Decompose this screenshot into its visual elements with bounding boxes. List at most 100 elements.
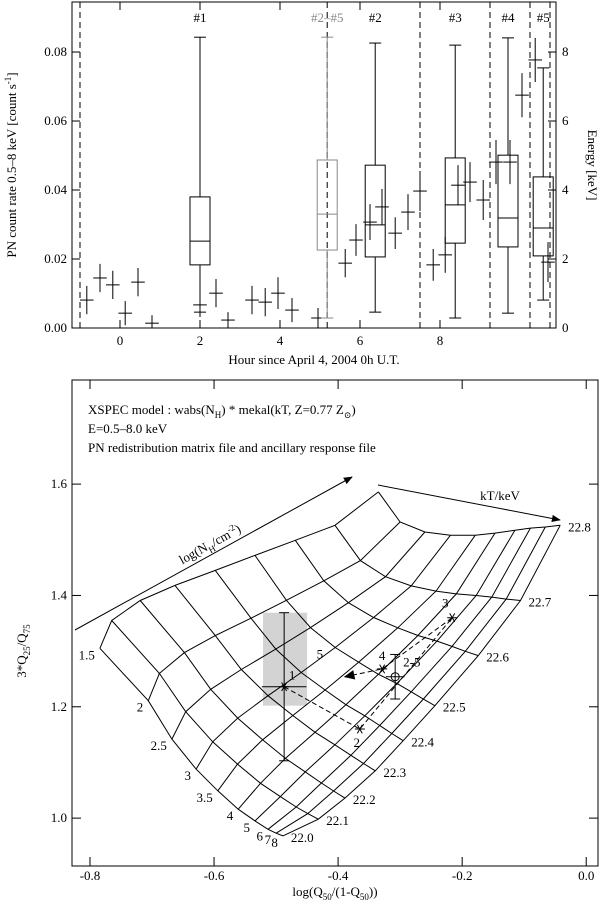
point-star	[447, 613, 458, 623]
box	[444, 157, 466, 244]
nh-mesh-line	[111, 620, 319, 820]
box-label: #4	[502, 10, 516, 25]
nh-label: 22.8	[568, 519, 591, 534]
x-tick-label: 8	[437, 333, 444, 348]
annotation: E=0.5–8.0 keV	[88, 421, 168, 436]
track-line	[283, 617, 453, 730]
label-part: PN redistribution matrix file and ancill…	[88, 440, 376, 455]
label-part: XSPEC model : wabs(N	[88, 402, 215, 417]
box-label: #3	[449, 10, 462, 25]
nh-label: 22.1	[326, 813, 349, 828]
bottom-frame	[71, 379, 599, 867]
y2-tick-label: 6	[562, 113, 569, 128]
label-part: 50	[323, 892, 333, 902]
label-part: 3*Q	[14, 655, 29, 678]
y-tick-label: 0.08	[44, 44, 67, 59]
box	[316, 159, 338, 251]
nh-mesh-line	[377, 491, 561, 536]
kt-label: 3.5	[197, 790, 213, 805]
kt-mesh-line	[99, 491, 379, 649]
point-circle	[390, 672, 400, 682]
top-frame	[71, 1, 557, 329]
point-arrow	[343, 670, 356, 680]
shaded-region	[263, 612, 308, 706]
label-part: ]	[4, 72, 19, 76]
point-label: 1	[289, 668, 296, 683]
y2-tick-label: 2	[562, 251, 569, 266]
box-label: #1	[194, 10, 207, 25]
y-tick-label: 1.4	[51, 587, 68, 602]
x-tick-label: 0	[117, 333, 124, 348]
nh-mesh-line	[294, 540, 479, 657]
kt-label: 1.5	[79, 647, 95, 662]
x-tick-label: -0.2	[452, 868, 473, 883]
y-tick-label: 1.0	[51, 810, 67, 825]
point-label: 5	[317, 647, 324, 662]
label-part: log(N	[176, 539, 210, 567]
nh-label: 22.3	[383, 765, 406, 780]
nh-mesh-line	[174, 585, 376, 772]
nh-mesh-line	[99, 647, 284, 837]
y-axis-label: PN count rate 0.5–8 keV [count s-1]	[3, 72, 19, 257]
plot-area	[99, 491, 561, 837]
y2-axis-label: Energy [keV]	[585, 130, 600, 201]
nh-label: 22.7	[528, 594, 551, 609]
label-part: )	[351, 402, 355, 417]
point-star	[377, 664, 388, 674]
x-tick-label: 2	[197, 333, 204, 348]
kt-label: 7	[265, 832, 272, 847]
box	[532, 176, 554, 257]
nh-label: 22.5	[443, 700, 466, 715]
label-part: 25	[22, 646, 32, 656]
nh-label: 22.2	[353, 792, 376, 807]
point-label: 2-5	[403, 655, 420, 670]
x-axis-label: log(Q50/(1-Q50))	[292, 884, 377, 902]
nh-label: 22.6	[486, 650, 509, 665]
box-label: #5	[537, 10, 550, 25]
kt-label: 8	[271, 835, 278, 850]
x-tick-label: 6	[357, 333, 364, 348]
nh-arrow	[74, 476, 353, 631]
kt-label: 5	[243, 820, 250, 835]
y2-tick-label: 8	[562, 44, 569, 59]
y2-tick-label: 4	[562, 182, 569, 197]
label-part: -2	[225, 522, 236, 534]
point-label: 2	[354, 735, 361, 750]
label-part: PN count rate 0.5–8 keV [count s	[4, 84, 19, 257]
label-part: -1	[3, 77, 13, 85]
label-part: E=0.5–8.0 keV	[88, 421, 168, 436]
y-tick-label: 0.02	[44, 251, 67, 266]
annotation: PN redistribution matrix file and ancill…	[88, 440, 376, 455]
kt-label: 3	[185, 768, 192, 783]
point-star	[279, 682, 290, 692]
label-part: H	[207, 543, 218, 555]
nh-mesh-line	[334, 525, 521, 601]
box	[189, 196, 211, 266]
label-part: /(1-Q	[332, 884, 361, 899]
y-axis-label: 3*Q25/Q75	[14, 624, 32, 678]
y-tick-label: 1.6	[51, 476, 68, 491]
box-label: #2	[369, 10, 382, 25]
nh-mesh-line	[214, 570, 404, 742]
kt-arrow	[377, 484, 561, 523]
x-tick-label: -0.4	[328, 868, 349, 883]
label-part: ⊙	[344, 410, 352, 420]
point-label: 4	[379, 648, 386, 663]
x-axis-label: Hour since April 4, 2004 0h U.T.	[228, 352, 399, 367]
y-tick-label: 1.2	[51, 699, 67, 714]
kt-label: 4	[227, 808, 234, 823]
label-part: 50	[360, 892, 370, 902]
x-tick-label: 4	[277, 333, 284, 348]
label-part: H	[215, 410, 222, 420]
annotation: XSPEC model : wabs(NH) * mekal(kT, Z=0.7…	[88, 402, 356, 420]
nh-mesh-line	[254, 555, 436, 707]
kt-label: 2.5	[151, 738, 167, 753]
point-label: 3	[442, 596, 449, 611]
point-star	[354, 724, 365, 734]
y2-tick-label: 0	[562, 320, 569, 335]
y-tick-label: 0.04	[44, 182, 67, 197]
nh-arrow-label: log(NH/cm-2)	[176, 520, 245, 570]
label-part: log(Q	[292, 884, 323, 899]
